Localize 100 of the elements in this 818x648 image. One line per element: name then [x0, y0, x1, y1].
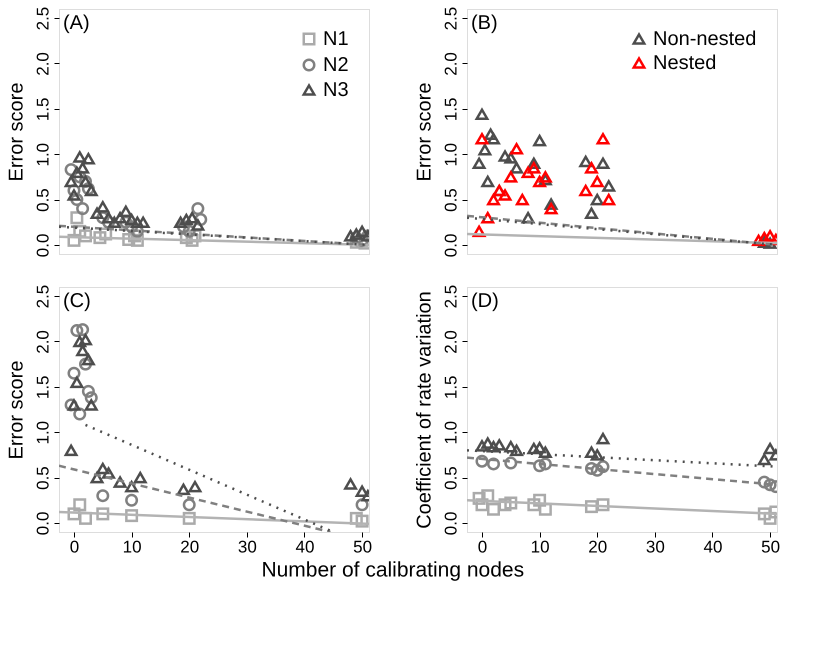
chart-title: (D): [471, 290, 499, 312]
point: [356, 226, 369, 238]
x-tick-label: 40: [704, 538, 722, 556]
point: [487, 457, 500, 470]
point: [67, 189, 80, 201]
point: [527, 162, 540, 174]
point: [533, 459, 546, 472]
point: [70, 376, 84, 388]
legend-label: Nested: [653, 52, 716, 74]
y-tick-label: 0.0: [34, 512, 52, 536]
point: [350, 228, 363, 240]
point: [119, 206, 132, 218]
y-tick-label: 0.5: [34, 188, 52, 212]
point: [93, 231, 106, 244]
x-tick-label: 10: [530, 538, 550, 556]
point: [96, 462, 110, 474]
y-tick-label: 1.0: [442, 142, 460, 167]
y-tick-label: 1.0: [34, 142, 52, 167]
y-tick-label: 1.5: [34, 97, 52, 122]
point: [82, 354, 95, 366]
point: [84, 399, 98, 411]
x-tick-label: 30: [238, 538, 257, 556]
point: [533, 442, 546, 454]
y-tick-label: 2.0: [34, 330, 52, 354]
point: [533, 176, 546, 188]
x-tick-label: 50: [761, 538, 780, 556]
point: [134, 472, 147, 484]
point: [590, 194, 604, 206]
point: [533, 494, 546, 507]
point: [510, 162, 524, 174]
point: [484, 128, 498, 140]
y-axis-title: Error score: [414, 82, 436, 182]
point: [478, 144, 492, 156]
point: [96, 507, 110, 520]
point: [96, 489, 110, 502]
point: [79, 229, 92, 242]
point: [76, 162, 90, 174]
point: [64, 176, 78, 188]
x-tick-label: 10: [122, 538, 142, 556]
point: [596, 132, 610, 145]
point: [84, 184, 98, 196]
y-tick-label: 0.0: [34, 234, 52, 258]
x-axis-title: Number of calibrating nodes: [261, 558, 524, 582]
point: [76, 323, 90, 336]
point: [82, 384, 95, 398]
point: [481, 489, 494, 502]
y-tick-label: 2.0: [442, 52, 460, 76]
y-axis-title: Coefficient of rate variation: [414, 291, 436, 529]
point: [758, 454, 771, 466]
point: [487, 194, 500, 206]
x-tick-label: 20: [588, 538, 608, 556]
point: [70, 324, 84, 338]
point: [498, 189, 512, 201]
y-tick-label: 2.0: [34, 52, 52, 76]
point: [356, 485, 369, 497]
x-tick-label: 50: [353, 538, 372, 556]
x-tick-label: 30: [646, 538, 665, 556]
point: [475, 440, 488, 452]
point: [596, 460, 610, 474]
point: [487, 132, 500, 145]
point: [504, 456, 518, 470]
point: [538, 446, 552, 458]
point: [96, 201, 110, 213]
y-axis-title: Error score: [6, 82, 28, 182]
y-tick-label: 0.5: [442, 466, 460, 490]
point: [596, 498, 610, 512]
point: [191, 202, 204, 216]
y-tick-label: 2.0: [442, 330, 460, 354]
point: [584, 462, 598, 475]
point: [67, 399, 80, 411]
point: [527, 498, 540, 512]
point: [504, 496, 518, 510]
point: [596, 432, 610, 444]
point: [538, 457, 552, 470]
legend-label: N2: [323, 54, 349, 76]
point: [79, 512, 92, 525]
point: [472, 492, 486, 505]
y-tick-label: 1.5: [442, 97, 460, 122]
point: [67, 234, 80, 247]
x-tick-label: 20: [180, 538, 200, 556]
point: [579, 184, 592, 196]
point: [350, 512, 363, 525]
point: [180, 214, 193, 226]
point: [764, 442, 777, 454]
point: [475, 108, 488, 120]
point: [188, 480, 202, 492]
point: [487, 502, 500, 516]
point: [475, 498, 488, 512]
point: [538, 502, 552, 516]
point: [602, 194, 616, 206]
y-tick-label: 0.5: [34, 466, 52, 490]
point: [522, 166, 535, 178]
y-tick-label: 2.5: [34, 284, 52, 308]
point: [176, 484, 190, 496]
point: [590, 449, 604, 461]
point: [186, 212, 199, 224]
chart-title: (A): [63, 12, 90, 34]
legend-label: Non-nested: [653, 28, 756, 50]
point: [504, 171, 518, 183]
point: [533, 134, 546, 146]
